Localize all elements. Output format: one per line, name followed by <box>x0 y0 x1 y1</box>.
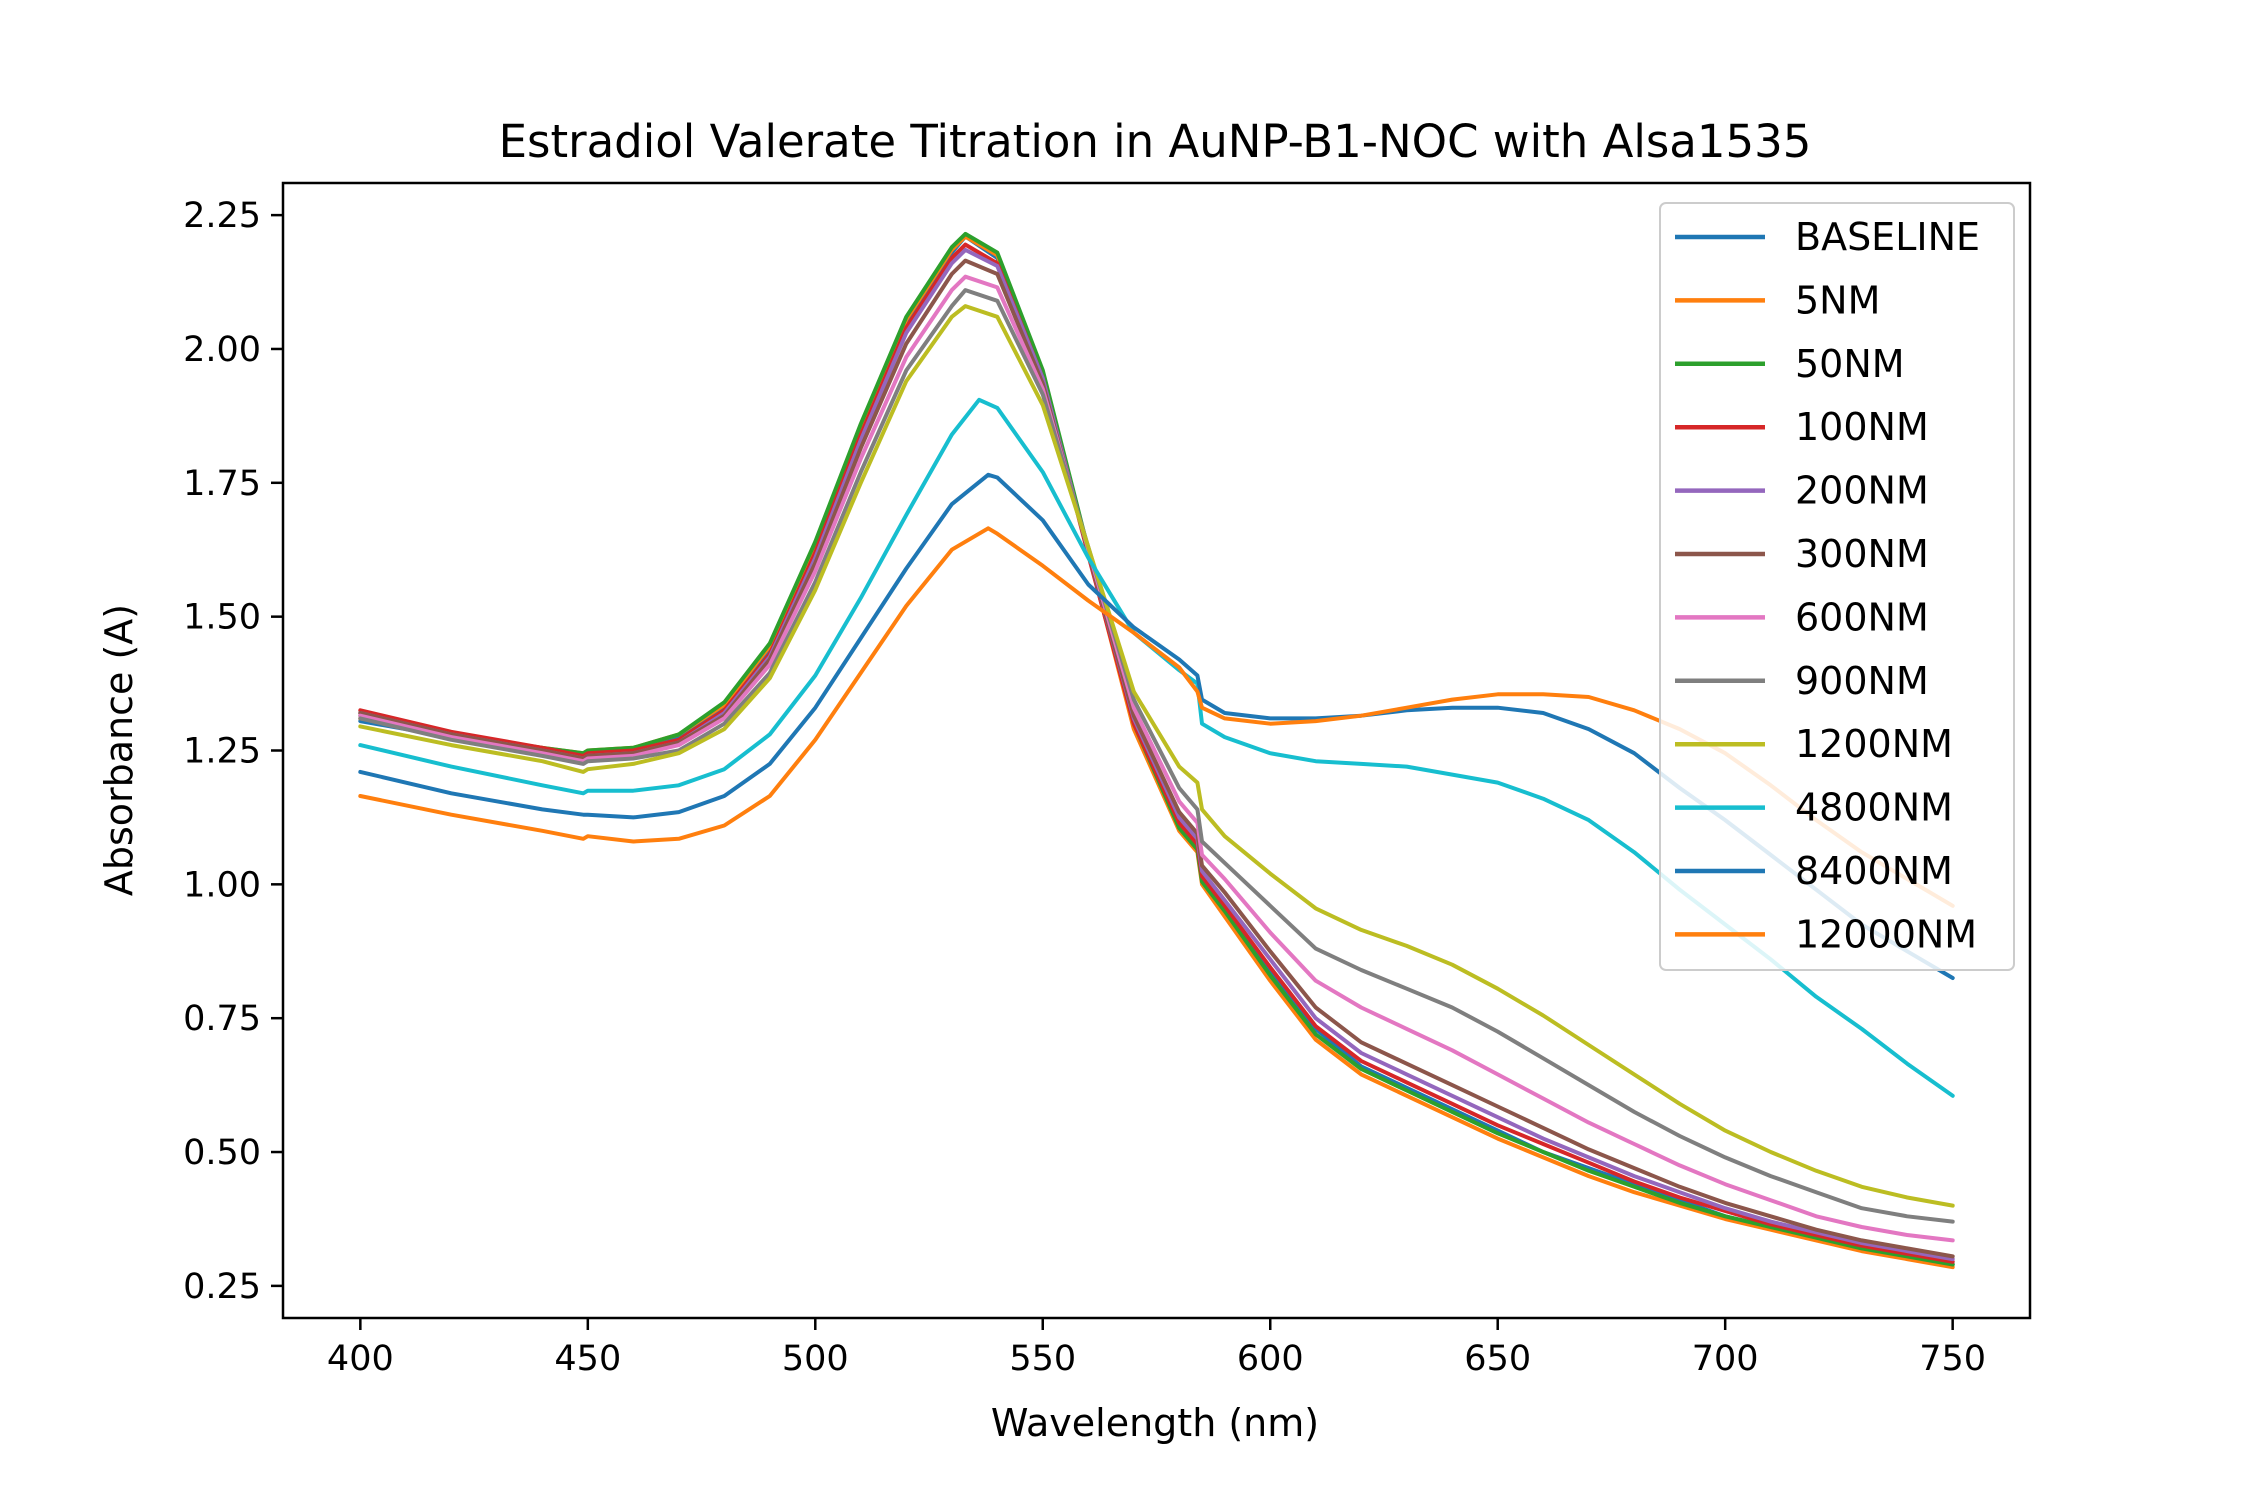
x-tick-label: 700 <box>1692 1339 1759 1379</box>
y-tick-label: 2.25 <box>183 196 261 236</box>
y-tick-label: 0.75 <box>183 999 261 1039</box>
legend-label: BASELINE <box>1795 215 1980 259</box>
y-tick-label: 1.75 <box>183 464 261 504</box>
legend-label: 5NM <box>1795 278 1880 322</box>
y-axis-ticks: 0.25 0.50 0.75 1.00 1.25 1.50 1.75 2.00 2.25 <box>183 196 283 1307</box>
chart-title: Estradiol Valerate Titration in AuNP-B1-… <box>499 115 1812 168</box>
legend: BASELINE 5NM 50NM 100NM 200NM 300NM 600NM 900NM… <box>1659 202 2015 971</box>
y-axis-label: Absorbance (A) <box>97 604 141 896</box>
legend-label: 50NM <box>1795 342 1905 386</box>
legend-label: 600NM <box>1795 595 1929 639</box>
x-tick-label: 750 <box>1919 1339 1986 1379</box>
x-tick-label: 450 <box>554 1339 621 1379</box>
legend-label: 100NM <box>1795 405 1929 449</box>
y-tick-label: 1.00 <box>183 865 261 905</box>
legend-label: 4800NM <box>1795 786 1953 830</box>
series-line-600nm <box>358 274 1955 1243</box>
x-axis-ticks: 400 450 500 550 600 650 700 750 <box>327 1318 1986 1379</box>
x-tick-label: 500 <box>782 1339 849 1379</box>
legend-label: 12000NM <box>1795 912 1977 956</box>
y-tick-label: 2.00 <box>183 330 261 370</box>
legend-label: 1200NM <box>1795 722 1953 766</box>
series-line-100nm <box>358 242 1955 1264</box>
legend-label: 200NM <box>1795 469 1929 513</box>
legend-label: 300NM <box>1795 532 1929 576</box>
legend-label: 8400NM <box>1795 849 1953 893</box>
series-line-900nm <box>358 288 1955 1224</box>
y-tick-label: 1.50 <box>183 598 261 638</box>
series-line-1200nm <box>358 304 1955 1208</box>
legend-label: 900NM <box>1795 659 1929 703</box>
series-line-50nm <box>358 231 1955 1267</box>
y-tick-label: 1.25 <box>183 732 261 772</box>
x-tick-label: 650 <box>1464 1339 1531 1379</box>
x-tick-label: 550 <box>1009 1339 1076 1379</box>
legend-box <box>1659 202 2015 971</box>
x-axis-label: Wavelength (nm) <box>991 1401 1319 1445</box>
series-line-300nm <box>358 258 1955 1259</box>
x-tick-label: 600 <box>1237 1339 1304 1379</box>
x-tick-label: 400 <box>327 1339 394 1379</box>
y-tick-label: 0.50 <box>183 1133 261 1173</box>
y-tick-label: 0.25 <box>183 1267 261 1307</box>
